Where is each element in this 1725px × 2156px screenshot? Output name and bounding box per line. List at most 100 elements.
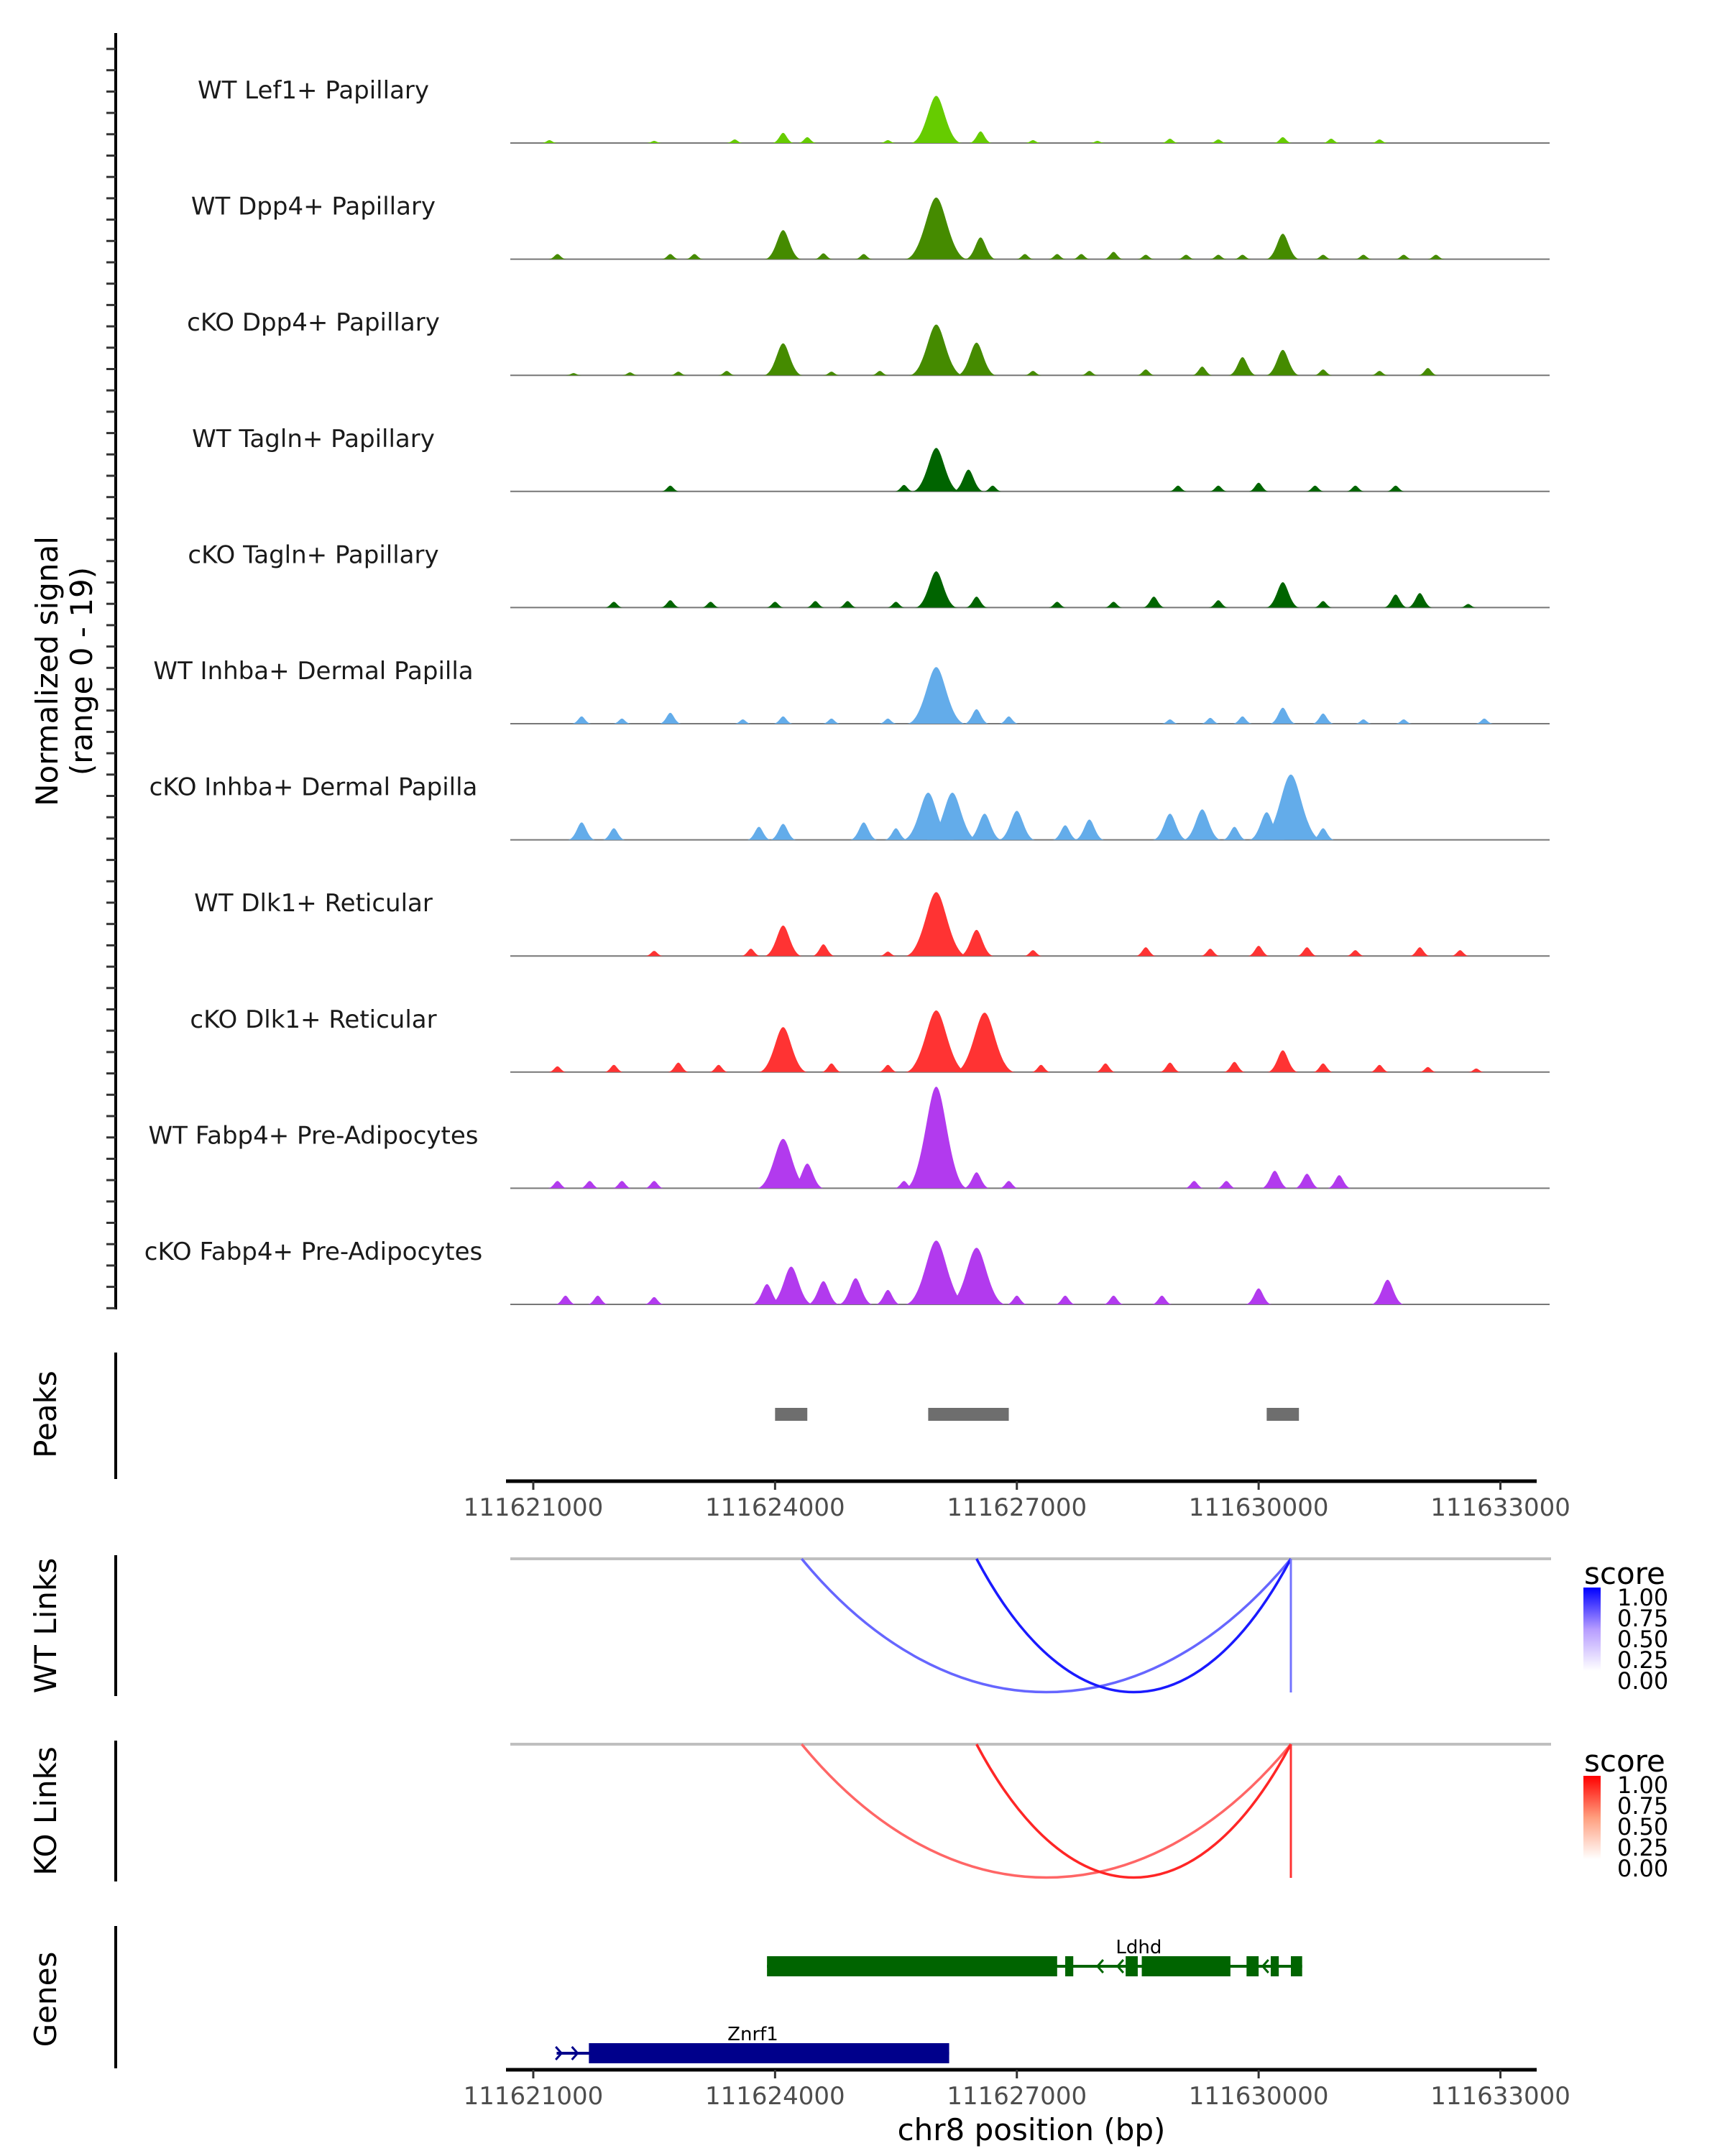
signal-peak	[1182, 809, 1222, 840]
signal-peak	[1266, 1050, 1299, 1072]
track-1: WT Lef1+ Papillary	[198, 76, 1550, 144]
signal-y-axis: Normalized signal (range 0 - 19)	[29, 33, 117, 1309]
signal-peak	[586, 1295, 609, 1304]
signal-peak	[1208, 485, 1228, 492]
signal-peak	[1095, 1063, 1116, 1072]
track-label: WT Dlk1+ Reticular	[194, 889, 433, 918]
signal-peak	[884, 828, 908, 840]
track-label: cKO Dpp4+ Papillary	[187, 308, 440, 337]
signal-peak	[1313, 601, 1333, 608]
gene-exon	[1270, 1956, 1279, 1976]
signal-peak	[1209, 254, 1228, 259]
strand-arrow-icon	[1261, 1959, 1269, 1973]
signal-peak	[1142, 596, 1166, 608]
signal-y-axis-title-line1: Normalized signal	[29, 536, 65, 806]
signal-peak	[1459, 604, 1477, 608]
x-axis-title: chr8 position (bp)	[898, 2112, 1166, 2147]
ko-links-panel: KO Links	[28, 1741, 1551, 1881]
track-7: cKO Inhba+ Dermal Papilla	[150, 773, 1550, 841]
signal-peak	[870, 371, 889, 376]
signal-peak	[968, 131, 993, 143]
legend-tick-label: 0.50	[1617, 1626, 1668, 1653]
signal-peak	[1151, 1295, 1173, 1304]
peak-regions	[775, 1408, 1300, 1421]
signal-peak	[1024, 371, 1042, 376]
signal-peak	[959, 929, 995, 957]
gene-exon	[1246, 1956, 1259, 1976]
signal-peak	[965, 237, 997, 259]
legend-tick-label: 0.50	[1617, 1813, 1668, 1841]
signal-peak	[879, 139, 896, 143]
signal-peak	[805, 601, 826, 608]
peak-region	[1266, 1408, 1300, 1421]
signal-peak	[790, 1164, 824, 1189]
signal-peak	[1354, 254, 1373, 259]
signal-peak	[1080, 371, 1099, 376]
signal-peak	[811, 944, 836, 957]
signal-y-ticks	[106, 47, 116, 1309]
x-tick-label: 111621000	[464, 2082, 604, 2111]
signal-peak	[1247, 946, 1270, 957]
signal-peak	[952, 469, 985, 492]
signal-peak	[1208, 600, 1229, 608]
signal-peak	[814, 253, 833, 259]
strand-arrow-icon	[555, 2046, 564, 2060]
signal-peak	[708, 1064, 729, 1072]
gene-exon	[767, 1956, 1057, 1976]
signal-peak	[837, 601, 857, 608]
signal-peak	[1177, 254, 1195, 259]
signal-peak	[1417, 368, 1438, 376]
signal-peak	[854, 254, 873, 259]
signal-peak	[1394, 254, 1413, 259]
signal-peak	[1450, 950, 1470, 957]
signal-peak	[621, 372, 639, 376]
signal-peak	[765, 602, 785, 608]
signal-peak	[963, 709, 990, 724]
link-arc	[975, 1743, 1292, 1879]
x-tick-label: 111633000	[1430, 2082, 1570, 2111]
track-label: cKO Inhba+ Dermal Papilla	[150, 773, 478, 802]
signal-peak	[540, 139, 558, 143]
signal-peak	[850, 822, 878, 840]
wt-legend-title: score	[1584, 1556, 1665, 1591]
track-label: WT Inhba+ Dermal Papilla	[153, 657, 473, 686]
signal-peak	[644, 1181, 665, 1189]
signal-peak	[926, 793, 979, 840]
signal-peak	[1369, 1064, 1390, 1072]
legend-tick-label: 0.00	[1617, 1667, 1668, 1695]
track-3: cKO Dpp4+ Papillary	[187, 308, 1550, 377]
signal-peak	[1184, 1181, 1205, 1189]
signal-peak	[667, 1062, 689, 1072]
signal-peak	[764, 230, 802, 259]
signal-peak	[1103, 252, 1124, 259]
signal-peak	[1223, 1061, 1246, 1072]
signal-peak	[904, 1010, 968, 1072]
track-label: WT Lef1+ Papillary	[198, 76, 429, 105]
x-axis-top: 111621000 111624000 111627000 111630000 1116…	[464, 1479, 1570, 1522]
strand-arrow-icon	[1095, 1959, 1105, 1973]
signal-peak	[548, 254, 567, 259]
signal-peak	[756, 1138, 810, 1189]
genes-panel-title: Genes	[28, 1952, 63, 2047]
signal-peak	[1260, 1171, 1289, 1189]
signal-peak	[726, 139, 744, 143]
signal-peak	[965, 596, 988, 608]
signal-peak	[658, 712, 682, 724]
peaks-panel-title: Peaks	[28, 1370, 63, 1458]
signal-peak	[579, 1181, 600, 1189]
link-arc	[801, 1743, 1292, 1879]
legend-tick-label: 0.25	[1617, 1646, 1668, 1674]
signal-peak	[669, 372, 687, 376]
signal-peak	[1210, 139, 1228, 143]
signal-peak	[798, 137, 817, 143]
signal-peak	[763, 343, 804, 376]
wt-legend-colorbar	[1583, 1588, 1601, 1671]
link-arc	[975, 1558, 1292, 1694]
signal-peak	[1136, 254, 1155, 259]
gene-znrf1: Znrf1	[555, 2024, 949, 2063]
signal-peak	[956, 342, 997, 376]
signal-peak	[967, 814, 1003, 840]
signal-peak	[1475, 718, 1494, 724]
peak-region	[775, 1408, 808, 1421]
